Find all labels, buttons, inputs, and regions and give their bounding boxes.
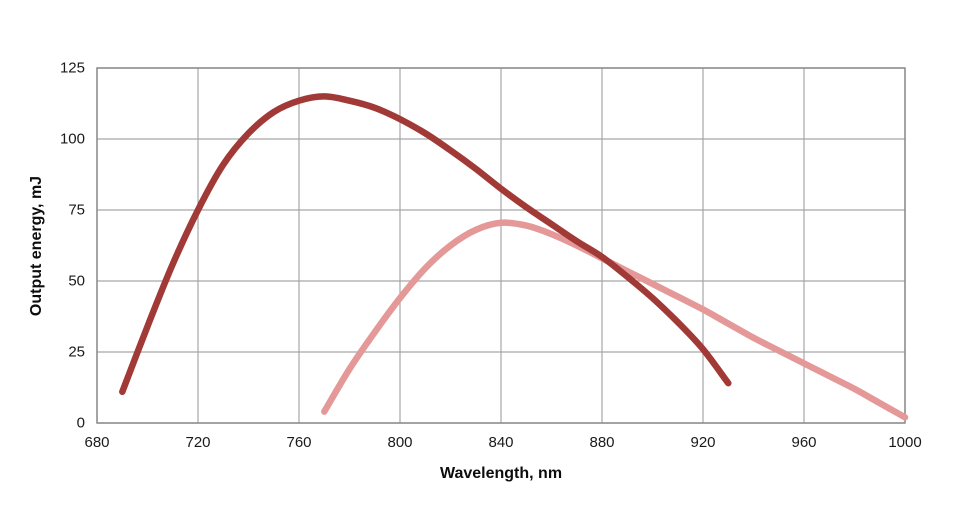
x-tick-label: 1000	[888, 434, 922, 451]
y-axis-title: Output energy, mJ	[28, 175, 45, 316]
series-pink-curve	[321, 219, 909, 421]
y-tick-label: 25	[68, 343, 85, 361]
x-tick-label: 840	[488, 434, 514, 451]
x-tick-label: 720	[185, 434, 211, 451]
x-axis-title: Wavelength, nm	[439, 465, 563, 482]
y-tick-label: 50	[68, 272, 85, 290]
plot-border	[96, 67, 906, 424]
x-tick-label: 800	[387, 434, 413, 451]
data-series	[119, 93, 909, 421]
y-tick-label: 0	[76, 414, 85, 432]
y-tick-label: 125	[59, 59, 85, 77]
x-tick-label: 960	[791, 434, 817, 451]
x-tick-label: 680	[84, 434, 110, 451]
x-tick-label: 920	[690, 434, 716, 451]
series-dark-red-curve	[119, 93, 732, 396]
x-tick-label: 880	[589, 434, 615, 451]
y-tick-label: 100	[59, 130, 85, 148]
y-tick-label: 75	[68, 201, 85, 219]
x-tick-label: 760	[286, 434, 312, 451]
gridlines	[96, 67, 906, 424]
